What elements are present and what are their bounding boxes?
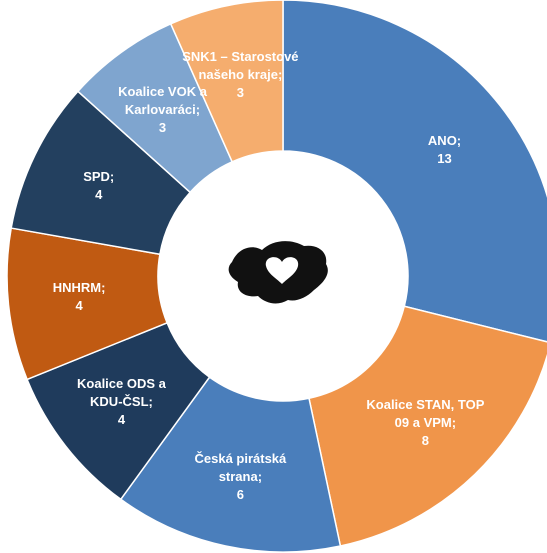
label-value: 13 — [437, 150, 452, 166]
data-label: Koalice ODS a KDU-ČSL; 4 — [61, 375, 181, 429]
data-label: SNK1 – Starostové našeho kraje; 3 — [180, 48, 300, 102]
label-name: Koalice STAN, TOP 09 a VPM; — [366, 397, 485, 431]
label-value: 8 — [421, 433, 429, 449]
data-label: Koalice VOK a Karlovaráci; 3 — [103, 83, 223, 137]
label-value: 4 — [95, 187, 103, 203]
wedge — [119, 376, 342, 553]
wedge — [282, 0, 547, 343]
label-name: HNHRM; — [52, 280, 106, 296]
wedge — [308, 305, 547, 547]
label-value: 3 — [158, 120, 167, 136]
label-name: SPD; — [83, 169, 115, 185]
label-value: 3 — [236, 85, 244, 101]
label-name: Koalice VOK a Karlovaráci; — [118, 84, 207, 118]
data-label: HNHRM; 4 — [19, 279, 139, 315]
label-value: 4 — [117, 412, 126, 428]
label-name: SNK1 – Starostové našeho kraje; — [182, 49, 299, 83]
data-label: Koalice STAN, TOP 09 a VPM; 8 — [365, 396, 485, 450]
label-name: Česká pirátská strana; — [194, 450, 287, 484]
data-label: Česká pirátská strana; 6 — [180, 450, 300, 504]
wedge — [169, 0, 284, 163]
label-name: Koalice ODS a KDU-ČSL; — [77, 376, 166, 410]
label-value: 6 — [236, 486, 244, 502]
label-value: 4 — [75, 298, 83, 314]
data-label: SPD; 4 — [39, 168, 159, 204]
data-label: ANO; 13 — [385, 132, 505, 168]
center-icon-heart — [265, 257, 299, 284]
label-name: ANO; — [427, 132, 462, 148]
